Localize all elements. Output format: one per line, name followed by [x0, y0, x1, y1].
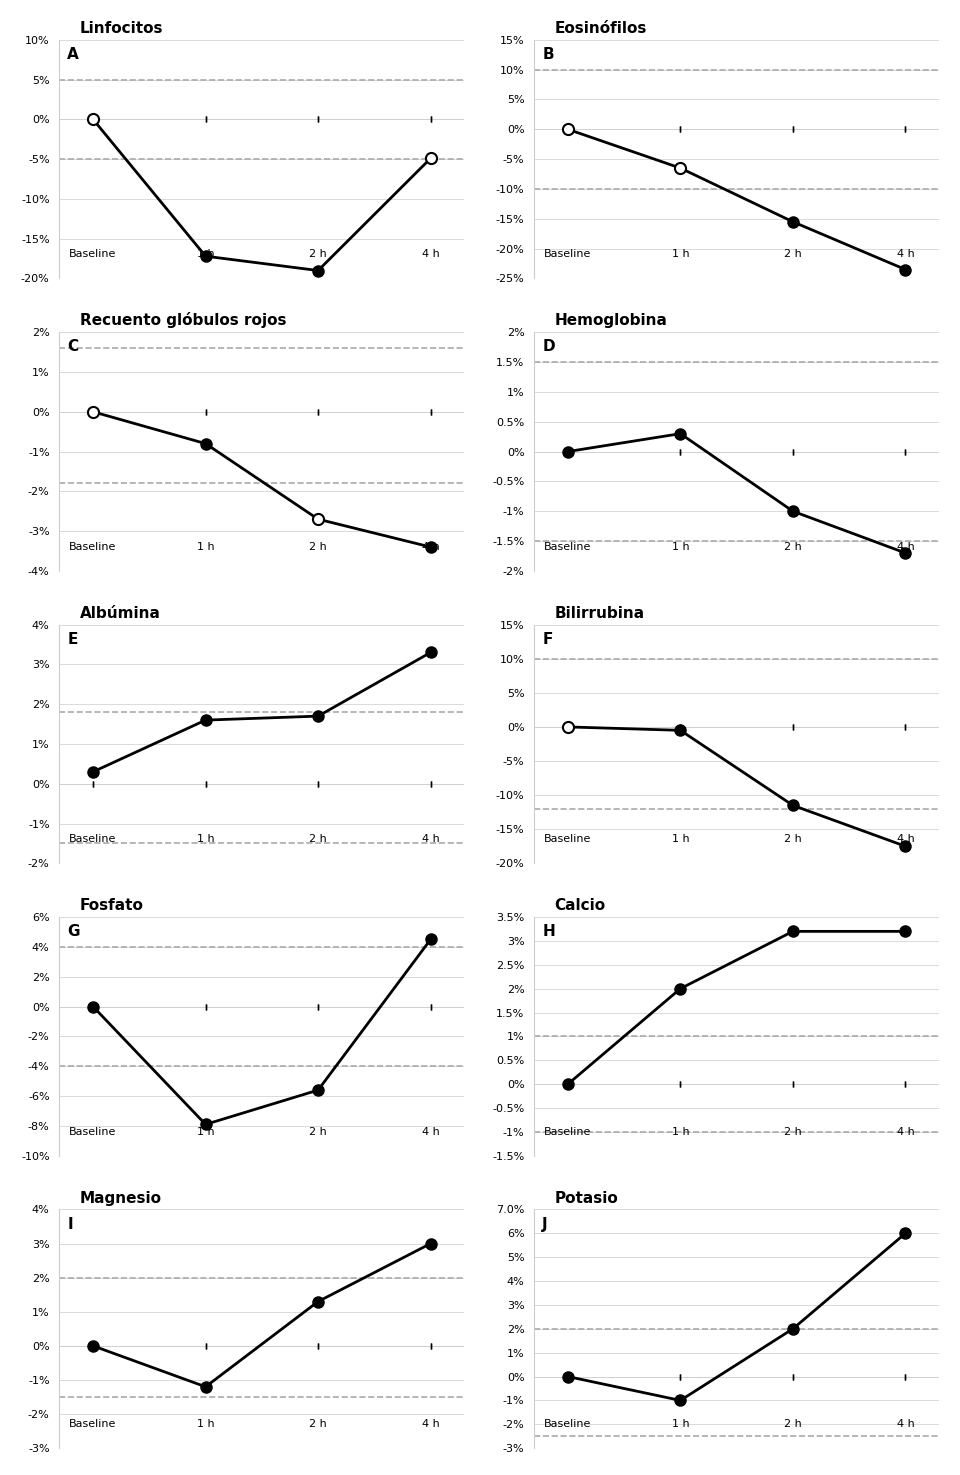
Text: 2 h: 2 h [784, 249, 802, 260]
Text: G: G [67, 925, 80, 940]
Text: 2 h: 2 h [309, 1127, 327, 1137]
Text: C: C [67, 339, 79, 354]
Text: 2 h: 2 h [784, 835, 802, 844]
Text: 2 h: 2 h [784, 541, 802, 552]
Text: 4 h: 4 h [421, 1419, 440, 1429]
Text: 1 h: 1 h [197, 541, 214, 552]
Text: Bilirrubina: Bilirrubina [554, 606, 644, 621]
Text: 4 h: 4 h [897, 541, 914, 552]
Text: J: J [542, 1217, 548, 1232]
Text: 2 h: 2 h [309, 249, 327, 260]
Text: A: A [67, 47, 79, 62]
Text: Potasio: Potasio [554, 1190, 618, 1205]
Text: Albúmina: Albúmina [80, 606, 160, 621]
Text: 1 h: 1 h [672, 541, 689, 552]
Text: Calcio: Calcio [554, 898, 606, 913]
Text: 4 h: 4 h [421, 1127, 440, 1137]
Text: 1 h: 1 h [197, 249, 214, 260]
Text: E: E [67, 631, 78, 646]
Text: H: H [542, 925, 555, 940]
Text: 4 h: 4 h [421, 835, 440, 844]
Text: D: D [542, 339, 555, 354]
Text: 2 h: 2 h [309, 541, 327, 552]
Text: I: I [67, 1217, 73, 1232]
Text: Baseline: Baseline [69, 1127, 117, 1137]
Text: 4 h: 4 h [897, 1419, 914, 1429]
Text: Baseline: Baseline [69, 1419, 117, 1429]
Text: 1 h: 1 h [197, 1127, 214, 1137]
Text: Baseline: Baseline [544, 835, 591, 844]
Text: Recuento glóbulos rojos: Recuento glóbulos rojos [80, 313, 286, 329]
Text: F: F [542, 631, 553, 646]
Text: Linfocitos: Linfocitos [80, 21, 163, 35]
Text: 1 h: 1 h [197, 1419, 214, 1429]
Text: Baseline: Baseline [69, 541, 117, 552]
Text: 4 h: 4 h [897, 835, 914, 844]
Text: 4 h: 4 h [421, 541, 440, 552]
Text: Baseline: Baseline [544, 541, 591, 552]
Text: Baseline: Baseline [69, 835, 117, 844]
Text: Baseline: Baseline [544, 1419, 591, 1429]
Text: 1 h: 1 h [672, 1127, 689, 1137]
Text: Hemoglobina: Hemoglobina [554, 313, 667, 329]
Text: 4 h: 4 h [897, 249, 914, 260]
Text: 2 h: 2 h [309, 835, 327, 844]
Text: 1 h: 1 h [672, 835, 689, 844]
Text: 4 h: 4 h [897, 1127, 914, 1137]
Text: Baseline: Baseline [69, 249, 117, 260]
Text: B: B [542, 47, 554, 62]
Text: Baseline: Baseline [544, 249, 591, 260]
Text: 2 h: 2 h [309, 1419, 327, 1429]
Text: Baseline: Baseline [544, 1127, 591, 1137]
Text: 2 h: 2 h [784, 1419, 802, 1429]
Text: Fosfato: Fosfato [80, 898, 143, 913]
Text: 1 h: 1 h [197, 835, 214, 844]
Text: 1 h: 1 h [672, 1419, 689, 1429]
Text: 1 h: 1 h [672, 249, 689, 260]
Text: 4 h: 4 h [421, 249, 440, 260]
Text: 2 h: 2 h [784, 1127, 802, 1137]
Text: Eosinófilos: Eosinófilos [554, 21, 647, 35]
Text: Magnesio: Magnesio [80, 1190, 161, 1205]
